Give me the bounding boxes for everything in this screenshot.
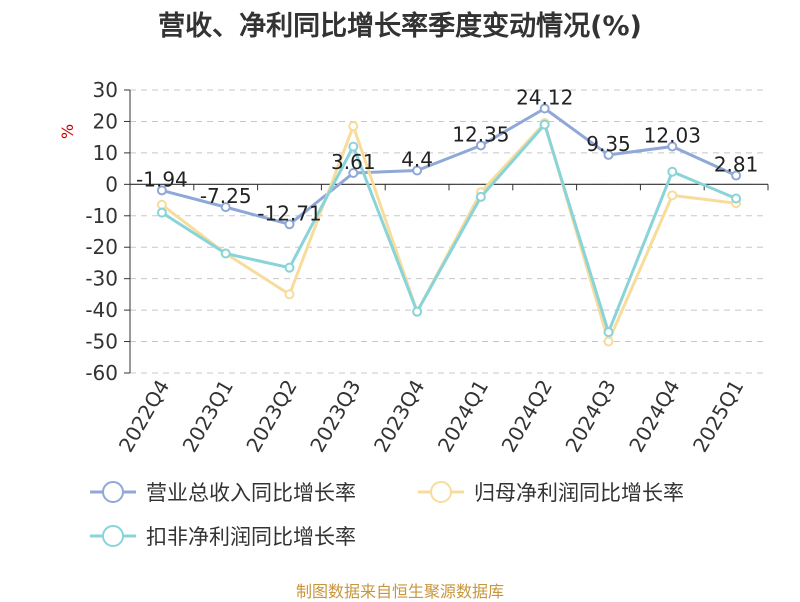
x-tick-label: 2024Q1: [433, 376, 493, 457]
data-point-1: [348, 121, 359, 132]
data-label: 3.61: [331, 150, 376, 174]
data-label: -7.25: [200, 184, 252, 208]
legend-label-1: 归母净利润同比增长率: [474, 481, 684, 505]
y-tick-label: 10: [93, 141, 118, 165]
x-tick-label: 2024Q2: [497, 376, 557, 457]
x-tick-label: 2022Q4: [114, 376, 174, 457]
y-tick-label: 30: [93, 78, 118, 102]
data-point-0: [284, 219, 295, 230]
x-tick-label: 2024Q3: [560, 376, 620, 457]
y-tick-label: -50: [85, 330, 118, 354]
data-point-1: [603, 336, 614, 347]
x-tick-label: 2023Q1: [178, 376, 238, 457]
legend-label-0: 营业总收入同比增长率: [146, 481, 356, 505]
data-point-0: [156, 185, 167, 196]
data-point-0: [539, 103, 550, 114]
data-point-0: [412, 165, 423, 176]
data-point-2: [412, 306, 423, 317]
x-tick-label: 2023Q3: [305, 376, 365, 457]
data-point-0: [220, 202, 231, 213]
data-point-0: [667, 141, 678, 152]
data-label-layer: -1.94 -7.25-12.71 3.61 4.4 12.35 24.12 9.35 12.…: [136, 85, 758, 225]
data-point-2: [156, 207, 167, 218]
y-tick-label: 0: [105, 172, 118, 196]
chart-title: 营收、净利同比增长率季度变动情况(%): [158, 11, 642, 42]
legend-marker-0: [102, 481, 124, 503]
data-point-1: [284, 289, 295, 300]
legend-label-2: 扣非净利润同比增长率: [146, 525, 356, 549]
x-tick-label: 2025Q1: [688, 376, 748, 457]
data-label: -1.94: [136, 167, 188, 191]
series-layer: [156, 103, 742, 347]
legend-marker-1: [430, 481, 452, 503]
series-line-2: [161, 123, 737, 334]
data-point-2: [475, 191, 486, 202]
data-point-2: [731, 193, 742, 204]
data-label: 2.81: [714, 152, 759, 176]
legend-marker-2: [102, 525, 124, 547]
data-label: 12.35: [452, 122, 509, 146]
data-point-0: [348, 167, 359, 178]
data-source-note: 制图数据来自恒生聚源数据库: [295, 582, 504, 601]
series-line-1: [160, 121, 737, 344]
data-point-2: [348, 141, 359, 152]
y-tick-label: -40: [85, 298, 118, 322]
data-point-2: [284, 262, 295, 273]
y-tick-label: -20: [85, 235, 118, 259]
y-tick-label: -10: [85, 204, 118, 228]
data-label: 9.35: [586, 132, 631, 156]
data-point-1: [667, 190, 678, 201]
series-line-0: [161, 106, 737, 226]
data-label: 4.4: [401, 147, 433, 171]
data-label: -12.71: [257, 201, 321, 225]
data-point-1: [156, 199, 167, 210]
y-tick-label: -60: [85, 361, 118, 385]
data-point-0: [603, 149, 614, 160]
x-tick-label: 2024Q4: [624, 376, 684, 457]
y-tick-label: -30: [85, 267, 118, 291]
x-tick-label: 2023Q4: [369, 376, 429, 457]
data-point-0: [475, 140, 486, 151]
data-point-2: [539, 119, 550, 130]
data-point-0: [731, 170, 742, 181]
x-tick-label: 2023Q2: [241, 376, 301, 457]
data-point-2: [667, 166, 678, 177]
data-label: 24.12: [516, 85, 573, 109]
data-point-2: [603, 327, 614, 338]
y-tick-label: 20: [93, 109, 118, 133]
data-point-2: [220, 248, 231, 259]
data-label: 12.03: [644, 124, 701, 148]
